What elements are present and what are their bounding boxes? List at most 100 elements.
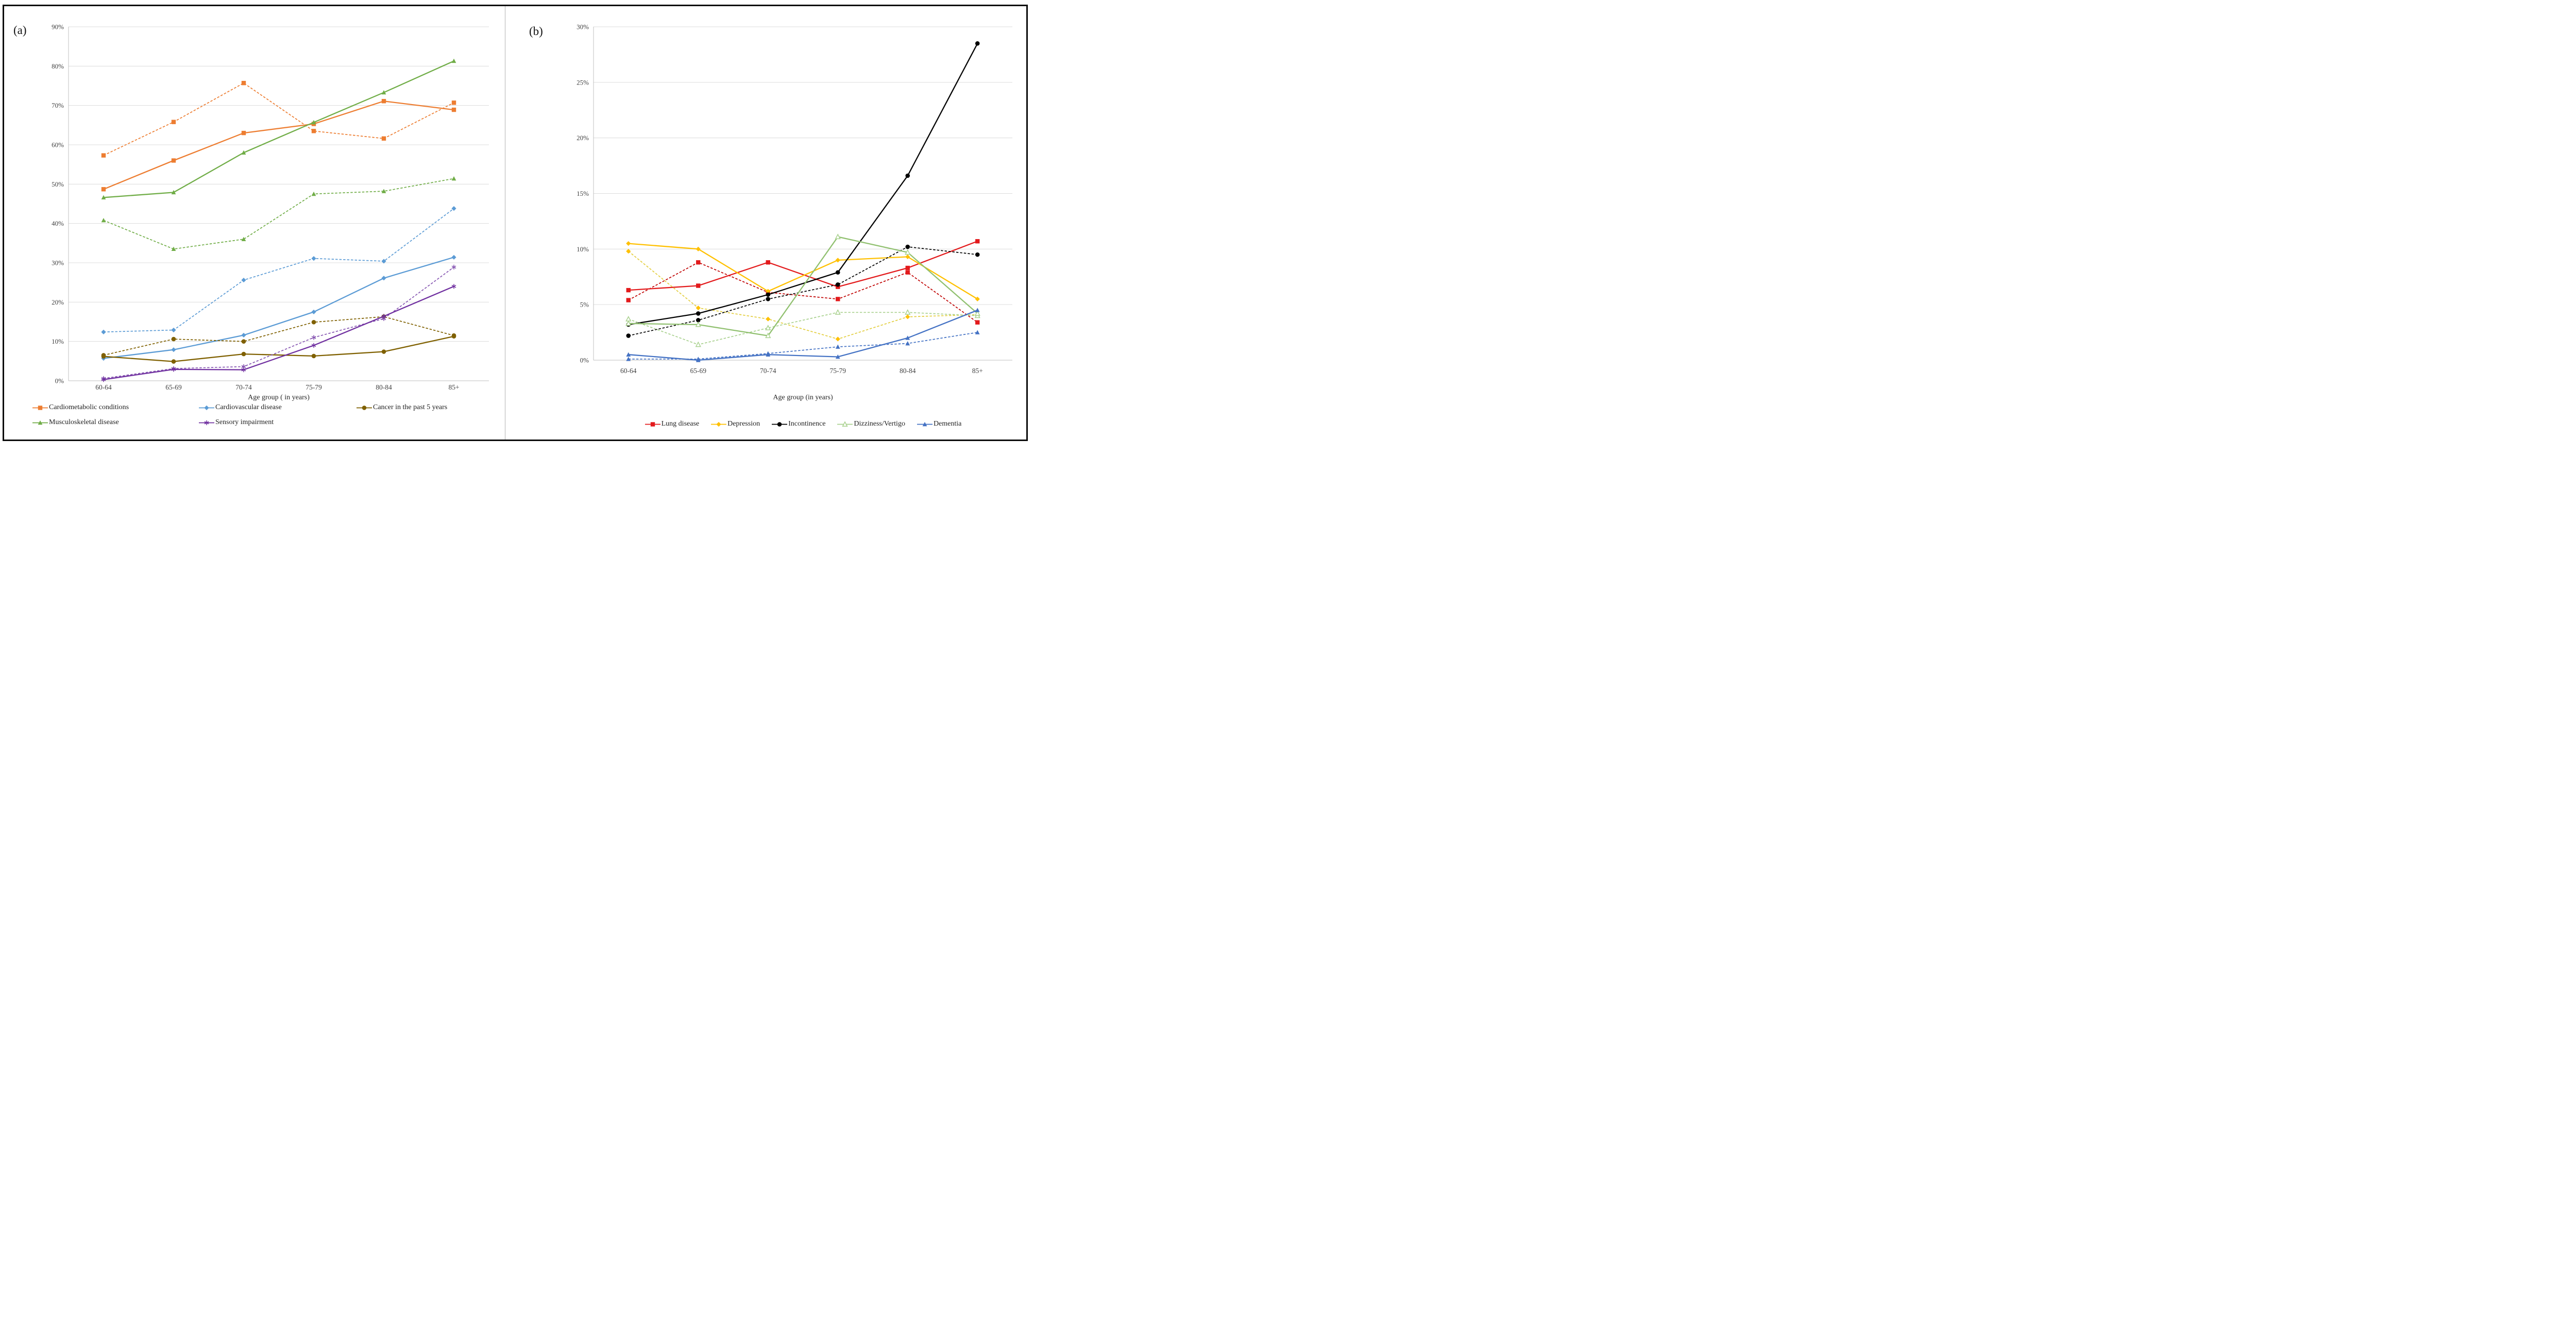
series-line <box>103 266 454 379</box>
triangle-marker-icon <box>626 357 631 361</box>
figure-stage: (a) 0% 10% 20% 30% 40% 50% 60% 70% 80% 90% 60-64 65… <box>0 0 1030 445</box>
legend-marker-icon <box>772 421 788 427</box>
star-marker-icon <box>311 343 316 348</box>
circle-marker-icon <box>241 339 246 344</box>
triangle-marker-icon <box>451 58 456 63</box>
triangle-marker-icon <box>171 246 176 251</box>
triangle-marker-icon <box>975 330 980 334</box>
circle-marker-icon <box>766 292 771 297</box>
circle-marker-icon <box>626 333 631 338</box>
y-tick-label: 90% <box>52 23 64 31</box>
triangle-marker-icon <box>311 191 316 196</box>
series-line <box>103 82 454 156</box>
x-tick-label: 60-64 <box>95 383 112 391</box>
triangle-marker-icon <box>905 341 910 346</box>
open-triangle-marker-icon <box>835 309 841 315</box>
legend-marker-icon <box>711 421 727 427</box>
circle-marker-icon <box>975 252 980 257</box>
circle-marker-icon <box>905 173 910 178</box>
y-tick-label: 40% <box>52 219 64 227</box>
y-tick-label: 0% <box>580 357 589 364</box>
square-marker-icon <box>650 421 655 427</box>
square-marker-icon <box>626 288 631 293</box>
circle-marker-icon <box>975 41 980 46</box>
square-marker-icon <box>905 265 910 271</box>
legend-label: Incontinence <box>788 420 826 428</box>
chart-a-svg: 0% 10% 20% 30% 40% 50% 60% 70% 80% 90% 60-64 65-69 7… <box>52 23 489 391</box>
series-line <box>628 43 978 326</box>
x-tick-label: 70-74 <box>235 383 252 391</box>
diamond-marker-icon <box>204 405 209 410</box>
series-line <box>628 241 978 291</box>
legend-item: Dementia <box>917 420 961 428</box>
y-tick-label: 25% <box>577 78 589 86</box>
panel-b-chart: 0% 5% 10% 15% 20% 25% 30% 60-64 65-69 70-74 75-79 8… <box>505 6 1024 404</box>
legend-marker-icon <box>199 420 214 425</box>
diamond-marker-icon <box>905 314 910 319</box>
square-marker-icon <box>975 320 980 325</box>
chart-b-svg: 0% 5% 10% 15% 20% 25% 30% 60-64 65-69 70-74 75-79 8… <box>577 23 1012 375</box>
open-triangle-marker-icon <box>835 233 841 240</box>
square-marker-icon <box>311 129 316 133</box>
x-tick-label: 75-79 <box>306 383 322 391</box>
x-tick-label: 85+ <box>972 367 983 375</box>
square-marker-icon <box>836 297 840 301</box>
triangle-marker-icon <box>241 237 246 241</box>
open-triangle-marker-icon <box>695 321 701 327</box>
series-line <box>628 243 978 300</box>
circle-marker-icon <box>835 270 840 275</box>
series-line <box>628 236 978 336</box>
diamond-marker-icon <box>311 256 316 261</box>
legend-item: Musculoskeletal disease <box>32 418 198 427</box>
diamond-marker-icon <box>311 309 316 315</box>
star-marker-icon <box>241 367 246 373</box>
legend-item: Sensory impairment <box>198 418 356 427</box>
square-marker-icon <box>451 100 456 105</box>
triangle-marker-icon <box>451 176 456 181</box>
circle-marker-icon <box>171 359 176 364</box>
open-triangle-marker-icon <box>842 420 849 427</box>
circle-marker-icon <box>696 318 701 323</box>
diamond-marker-icon <box>766 316 771 322</box>
circle-marker-icon <box>311 319 316 325</box>
circle-marker-icon <box>451 334 456 339</box>
square-marker-icon <box>171 120 176 124</box>
x-tick-label: 65-69 <box>690 367 707 375</box>
series-line <box>628 312 978 345</box>
diamond-marker-icon <box>171 327 176 333</box>
series-line <box>103 178 454 250</box>
open-triangle-marker-icon <box>905 249 911 255</box>
y-tick-label: 10% <box>577 245 589 253</box>
diamond-marker-icon <box>451 255 456 260</box>
panel-a-label: (a) <box>13 24 27 37</box>
diamond-marker-icon <box>241 332 246 338</box>
series-line <box>103 285 454 380</box>
legend-item: Cardiometabolic conditions <box>32 403 198 412</box>
y-tick-label: 0% <box>55 377 64 385</box>
triangle-marker-icon <box>922 421 927 426</box>
legend-item: Cancer in the past 5 years <box>356 403 447 412</box>
square-marker-icon <box>171 158 176 163</box>
square-marker-icon <box>101 187 106 192</box>
panel-b-legend: Lung disease Depression Incontinence Dizzin… <box>594 420 1012 428</box>
legend-item: Dizziness/Vertigo <box>837 420 905 428</box>
star-marker-icon <box>311 335 316 340</box>
series-line <box>103 257 454 359</box>
panel-b: (b) 0% 5% 10% 15% 20% 25% 30% 60-64 65-69 70-74 75… <box>505 6 1024 440</box>
square-marker-icon <box>241 130 246 136</box>
x-tick-label: 60-64 <box>620 367 637 375</box>
y-tick-label: 80% <box>52 62 64 70</box>
open-triangle-marker-icon <box>625 320 632 326</box>
triangle-marker-icon <box>38 420 43 425</box>
legend-marker-icon <box>917 421 933 426</box>
series-line <box>103 100 454 190</box>
series-line <box>103 316 454 356</box>
square-marker-icon <box>101 153 106 158</box>
y-tick-label: 15% <box>577 190 589 197</box>
triangle-marker-icon <box>101 195 106 200</box>
open-triangle-marker-icon <box>765 325 771 330</box>
circle-marker-icon <box>835 282 840 287</box>
star-marker-icon <box>381 314 386 319</box>
triangle-marker-icon <box>626 352 631 357</box>
circle-marker-icon <box>171 336 176 342</box>
